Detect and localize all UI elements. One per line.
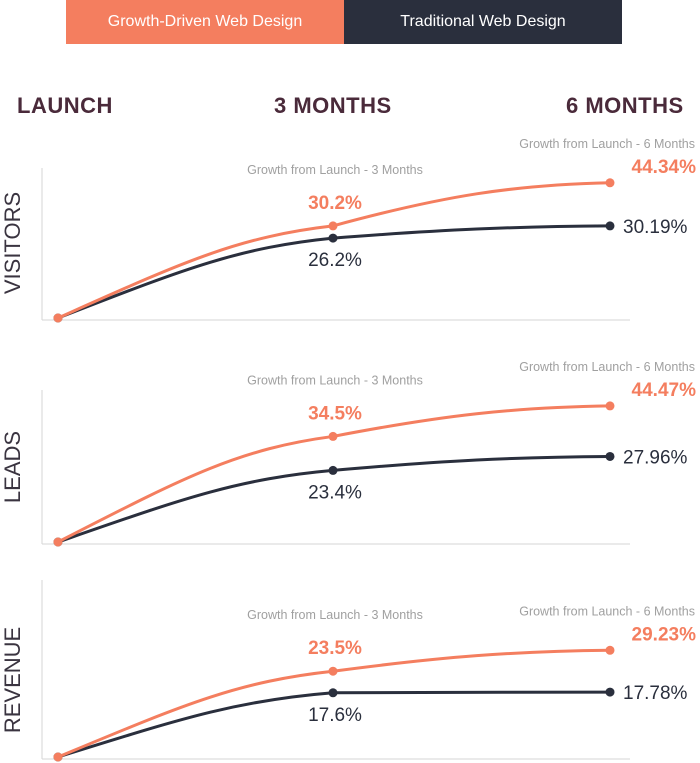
phase-label-3-months: 3 MONTHS: [274, 93, 392, 118]
leads-growth-label-3-months: 34.5%: [308, 403, 362, 424]
visitors-axis-label: VISITORS: [0, 192, 25, 294]
leads-caption-3-months: Growth from Launch - 3 Months: [247, 373, 423, 387]
revenue-caption-3-months: Growth from Launch - 3 Months: [247, 608, 423, 622]
revenue-growth-point-1: [328, 666, 338, 676]
visitors-caption-6-months: Growth from Launch - 6 Months: [519, 137, 695, 151]
visitors-traditional-point-1: [328, 233, 338, 243]
visitors-caption-3-months: Growth from Launch - 3 Months: [247, 163, 423, 177]
visitors-growth-label-6-months: 44.34%: [632, 157, 697, 178]
legend-growth-driven[interactable]: Growth-Driven Web Design: [66, 0, 344, 44]
revenue-traditional-point-1: [328, 688, 338, 698]
visitors-traditional-point-2: [605, 221, 615, 231]
phase-label-6-months: 6 MONTHS: [566, 93, 684, 118]
legend-traditional[interactable]: Traditional Web Design: [344, 0, 622, 44]
leads-traditional-point-1: [328, 465, 338, 475]
visitors-growth-point-0: [53, 313, 63, 323]
leads-caption-6-months: Growth from Launch - 6 Months: [519, 360, 695, 374]
visitors-growth-label-3-months: 30.2%: [308, 193, 362, 214]
revenue-traditional-label-6-months: 17.78%: [623, 683, 688, 704]
phase-label-launch: LAUNCH: [17, 93, 113, 118]
revenue-traditional-point-2: [605, 687, 615, 697]
leads-traditional-label-6-months: 27.96%: [623, 447, 688, 468]
visitors-growth-point-2: [605, 178, 615, 188]
revenue-axis-label: REVENUE: [0, 627, 25, 733]
leads-traditional-label-3-months: 23.4%: [308, 482, 362, 503]
revenue-growth-point-2: [605, 645, 615, 655]
revenue-traditional-label-3-months: 17.6%: [308, 705, 362, 726]
leads-growth-point-0: [53, 537, 63, 547]
leads-growth-point-2: [605, 401, 615, 411]
revenue-growth-line: [57, 648, 611, 759]
visitors-growth-point-1: [328, 221, 338, 231]
visitors-traditional-label-3-months: 26.2%: [308, 250, 362, 271]
leads-traditional-point-2: [605, 451, 615, 461]
revenue-caption-6-months: Growth from Launch - 6 Months: [519, 604, 695, 618]
visitors-traditional-label-6-months: 30.19%: [623, 217, 688, 238]
revenue-growth-label-6-months: 29.23%: [632, 624, 697, 645]
revenue-growth-point-0: [53, 752, 63, 762]
revenue-growth-label-3-months: 23.5%: [308, 638, 362, 659]
leads-growth-point-1: [328, 431, 338, 441]
leads-growth-label-6-months: 44.47%: [632, 380, 697, 401]
legend: Growth-Driven Web Design Traditional Web…: [66, 0, 622, 44]
leads-axis-label: LEADS: [0, 431, 25, 503]
